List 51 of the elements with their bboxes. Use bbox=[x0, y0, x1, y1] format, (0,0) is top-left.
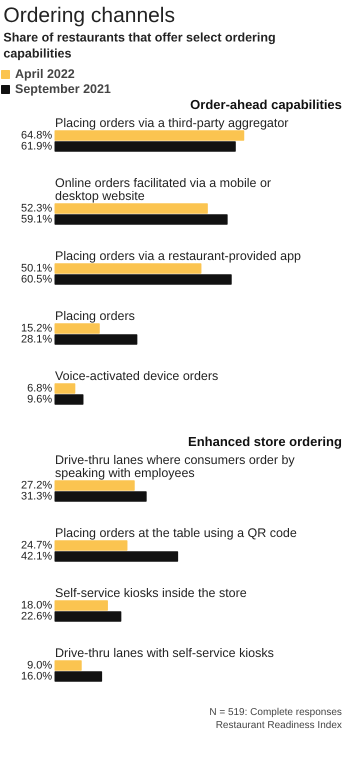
category-label: Placing orders via a third-party aggregator bbox=[55, 116, 288, 130]
category-label: Voice-activated device orders bbox=[55, 369, 218, 383]
data-label: 42.1% bbox=[20, 550, 52, 562]
category-label: Self-service kiosks inside the store bbox=[55, 586, 247, 600]
data-label: 24.7% bbox=[20, 540, 52, 552]
legend-label: April 2022 bbox=[15, 67, 75, 81]
category-label: Placing orders via a restaurant-provided app bbox=[55, 249, 301, 263]
bar bbox=[54, 323, 100, 334]
legend-label: September 2021 bbox=[15, 82, 111, 96]
category-label: Drive-thru lanes where consumers order by speaking with employees bbox=[55, 453, 295, 480]
text: Enhanced store ordering bbox=[188, 434, 342, 449]
data-label: 31.3% bbox=[20, 490, 52, 502]
data-label: 16.0% bbox=[20, 670, 52, 682]
text: N = 519: Complete responses bbox=[209, 707, 342, 718]
bar bbox=[54, 540, 128, 551]
chart-subtitle: Share of restaurants that offer select ordering capabilities bbox=[3, 30, 276, 60]
data-label: 61.9% bbox=[20, 140, 52, 152]
chart-title: Ordering channels bbox=[3, 4, 175, 27]
data-label: 22.6% bbox=[20, 610, 52, 622]
data-label: 50.1% bbox=[20, 262, 52, 274]
data-label: 15.2% bbox=[20, 322, 52, 334]
category-label: Online orders facilitated via a mobile or desktop website bbox=[55, 176, 272, 203]
bar bbox=[54, 214, 228, 225]
bar bbox=[54, 263, 202, 274]
annotation: Order-ahead capabilities bbox=[190, 97, 342, 112]
data-label: 59.1% bbox=[20, 214, 52, 226]
bar bbox=[54, 394, 84, 405]
bar bbox=[54, 671, 102, 682]
bar bbox=[54, 480, 135, 491]
text: Restaurant Readiness Index bbox=[216, 720, 342, 731]
data-label: 18.0% bbox=[20, 600, 52, 612]
bar bbox=[54, 611, 122, 622]
data-label: 52.3% bbox=[20, 202, 52, 214]
data-label: 9.6% bbox=[27, 394, 52, 406]
data-label: 28.1% bbox=[20, 334, 52, 346]
category-label: Placing orders at the table using a QR code bbox=[55, 526, 297, 540]
bar bbox=[54, 334, 138, 345]
data-label: 6.8% bbox=[27, 382, 52, 394]
bar bbox=[54, 491, 147, 502]
bar bbox=[54, 274, 232, 285]
category-label: Placing orders bbox=[55, 309, 135, 323]
bar bbox=[54, 660, 82, 671]
data-label: 64.8% bbox=[20, 130, 52, 142]
bar bbox=[54, 600, 108, 611]
category-label: Drive-thru lanes with self-service kiosks bbox=[55, 646, 274, 660]
data-label: 60.5% bbox=[20, 274, 52, 286]
bar bbox=[54, 383, 76, 394]
bar bbox=[54, 551, 178, 562]
bar bbox=[54, 203, 208, 214]
data-label: 27.2% bbox=[20, 480, 52, 492]
data-label: 9.0% bbox=[27, 660, 52, 672]
